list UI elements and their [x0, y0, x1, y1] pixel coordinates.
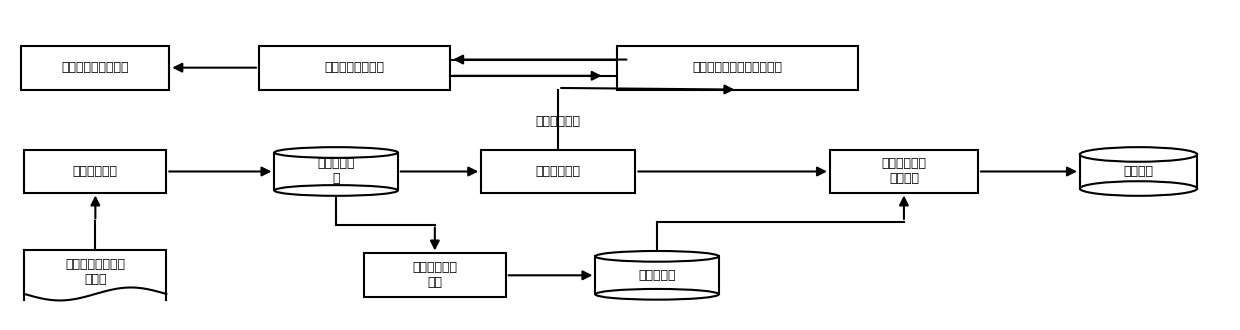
Bar [25, 250, 166, 300]
Ellipse shape [274, 147, 398, 158]
Text: 配变准实时数
据表: 配变准实时数 据表 [413, 261, 458, 289]
Bar [274, 152, 398, 190]
Ellipse shape [595, 251, 719, 262]
Ellipse shape [1080, 181, 1197, 196]
Ellipse shape [1080, 147, 1197, 162]
Bar [595, 256, 719, 294]
Text: 历史数据库: 历史数据库 [639, 269, 676, 282]
FancyBboxPatch shape [25, 150, 166, 193]
FancyBboxPatch shape [259, 46, 450, 89]
FancyBboxPatch shape [830, 150, 978, 193]
Text: 配变当前负荷电流推算程序: 配变当前负荷电流推算程序 [692, 61, 782, 74]
Text: 配电网运行数据断面: 配电网运行数据断面 [62, 61, 129, 74]
FancyBboxPatch shape [363, 253, 506, 297]
FancyBboxPatch shape [21, 46, 170, 89]
Text: 量测补全计算程序: 量测补全计算程序 [325, 61, 384, 74]
Text: 用电采集系统的数
据文件: 用电采集系统的数 据文件 [66, 258, 125, 286]
Ellipse shape [274, 185, 398, 196]
FancyBboxPatch shape [618, 46, 858, 89]
Text: 数据处理程序: 数据处理程序 [536, 165, 580, 178]
Text: 数据传输程序: 数据传输程序 [73, 165, 118, 178]
FancyBboxPatch shape [481, 150, 635, 193]
Bar [1080, 154, 1197, 188]
Ellipse shape [595, 289, 719, 300]
Text: 源数据库: 源数据库 [1123, 165, 1153, 178]
Text: 本地数据文
件: 本地数据文 件 [317, 157, 355, 185]
Text: 配变负荷曲线
提取程序: 配变负荷曲线 提取程序 [882, 157, 926, 185]
Text: 配变负荷电流: 配变负荷电流 [536, 115, 580, 128]
